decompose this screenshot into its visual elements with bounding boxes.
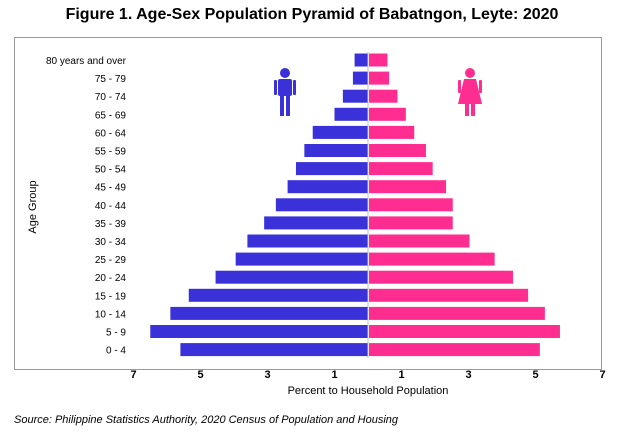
x-tick-label: 3 bbox=[465, 369, 471, 381]
female-bar bbox=[369, 252, 495, 266]
male-bar bbox=[334, 107, 368, 121]
male-bar bbox=[287, 180, 368, 194]
age-group-label: 25 - 29 bbox=[95, 255, 127, 266]
male-bar bbox=[304, 144, 368, 157]
male-bar bbox=[295, 162, 368, 176]
source-note: Source: Philippine Statistics Authority,… bbox=[14, 414, 399, 426]
male-bar bbox=[312, 125, 368, 139]
age-group-label: 60 - 64 bbox=[95, 128, 127, 139]
x-tick-label: 7 bbox=[130, 369, 136, 381]
female-bar bbox=[369, 162, 433, 176]
x-tick-label: 5 bbox=[197, 369, 203, 381]
female-bar bbox=[369, 306, 545, 320]
x-tick-label: 1 bbox=[331, 369, 337, 381]
female-bar bbox=[369, 270, 514, 284]
age-group-labels: 80 years and over 75 - 79 70 - 74 65 - 69 60… bbox=[46, 56, 127, 357]
male-bar bbox=[247, 234, 368, 248]
age-group-label: 20 - 24 bbox=[95, 273, 127, 284]
chart-title: Figure 1. Age-Sex Population Pyramid of … bbox=[65, 6, 559, 23]
female-bar bbox=[369, 71, 390, 85]
male-bars bbox=[150, 53, 368, 357]
age-group-label: 75 - 79 bbox=[95, 74, 127, 85]
female-bar bbox=[369, 234, 470, 248]
female-bar bbox=[369, 107, 406, 121]
x-tick-label: 7 bbox=[599, 369, 605, 381]
female-bar bbox=[369, 125, 415, 139]
age-group-label: 10 - 14 bbox=[95, 309, 127, 320]
male-bar bbox=[170, 306, 368, 320]
male-bar bbox=[188, 288, 368, 302]
x-tick-label: 5 bbox=[532, 369, 538, 381]
male-bar bbox=[275, 198, 368, 212]
age-group-label: 80 years and over bbox=[46, 56, 127, 67]
male-bar bbox=[235, 252, 368, 266]
female-bar bbox=[369, 89, 398, 103]
x-tick-label: 3 bbox=[264, 369, 270, 381]
x-axis-label: Percent to Household Population bbox=[288, 385, 449, 397]
male-bar bbox=[342, 89, 368, 103]
age-group-label: 45 - 49 bbox=[95, 183, 127, 194]
age-group-label: 30 - 34 bbox=[95, 237, 127, 248]
male-bar bbox=[352, 71, 368, 85]
age-group-label: 0 - 4 bbox=[106, 346, 126, 357]
age-group-label: 15 - 19 bbox=[95, 291, 127, 302]
male-icon bbox=[274, 68, 296, 116]
age-group-label: 35 - 39 bbox=[95, 219, 127, 230]
y-axis-label: Age Group bbox=[27, 180, 39, 233]
age-group-label: 40 - 44 bbox=[95, 201, 127, 212]
age-group-label: 50 - 54 bbox=[95, 165, 127, 176]
female-bar bbox=[369, 53, 388, 67]
male-bar bbox=[150, 325, 368, 338]
age-group-label: 55 - 59 bbox=[95, 147, 127, 158]
female-icon bbox=[458, 68, 482, 116]
age-group-label: 70 - 74 bbox=[95, 92, 127, 103]
female-bar bbox=[369, 144, 426, 157]
female-bar bbox=[369, 288, 529, 302]
female-bar bbox=[369, 216, 453, 230]
male-bar bbox=[215, 270, 368, 284]
male-bar bbox=[354, 53, 368, 67]
female-bar bbox=[369, 180, 447, 194]
female-bar bbox=[369, 343, 540, 357]
male-bar bbox=[264, 216, 368, 230]
female-bars bbox=[369, 53, 560, 357]
female-bar bbox=[369, 198, 453, 212]
female-bar bbox=[369, 325, 560, 338]
age-group-label: 5 - 9 bbox=[106, 328, 126, 339]
x-tick-labels: 7 5 3 1 1 3 5 7 bbox=[130, 369, 605, 381]
age-group-label: 65 - 69 bbox=[95, 110, 127, 121]
male-bar bbox=[180, 343, 368, 357]
x-tick-label: 1 bbox=[398, 369, 404, 381]
